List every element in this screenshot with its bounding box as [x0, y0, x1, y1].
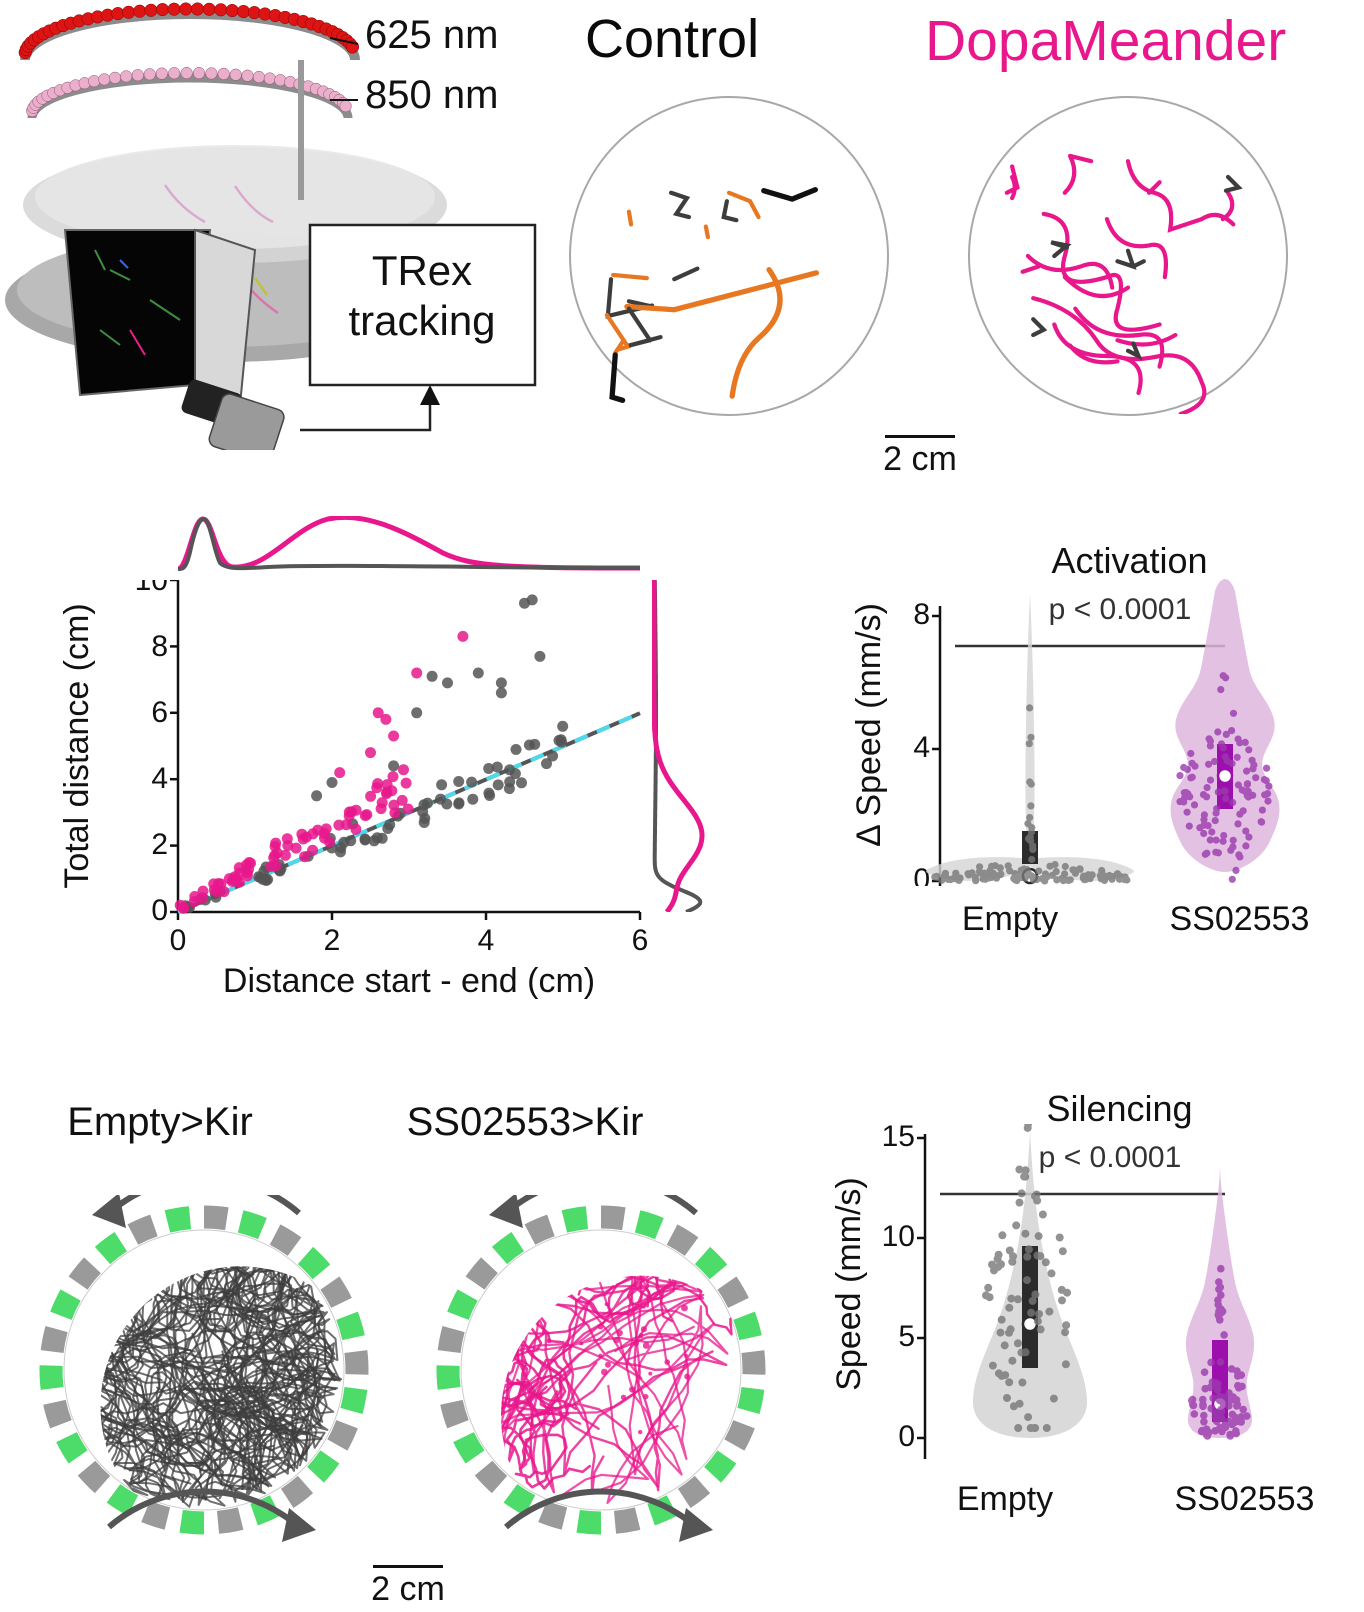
svg-text:10: 10	[882, 1220, 915, 1253]
svg-text:6: 6	[632, 924, 649, 957]
svg-text:10: 10	[135, 580, 168, 597]
svg-text:6: 6	[151, 696, 168, 729]
svg-text:4: 4	[151, 762, 168, 795]
svg-text:0: 0	[898, 1420, 915, 1453]
svg-text:625 nm: 625 nm	[365, 13, 498, 57]
svg-text:5: 5	[898, 1320, 915, 1353]
svg-text:2: 2	[151, 828, 168, 861]
svg-text:tracking: tracking	[348, 297, 495, 344]
svg-text:15: 15	[882, 1124, 915, 1153]
svg-text:TRex: TRex	[372, 247, 472, 294]
svg-text:4: 4	[478, 924, 495, 957]
svg-text:8: 8	[151, 630, 168, 663]
svg-text:2: 2	[324, 924, 341, 957]
svg-text:0: 0	[170, 924, 187, 957]
svg-text:850 nm: 850 nm	[365, 73, 498, 117]
svg-text:0: 0	[151, 894, 168, 927]
